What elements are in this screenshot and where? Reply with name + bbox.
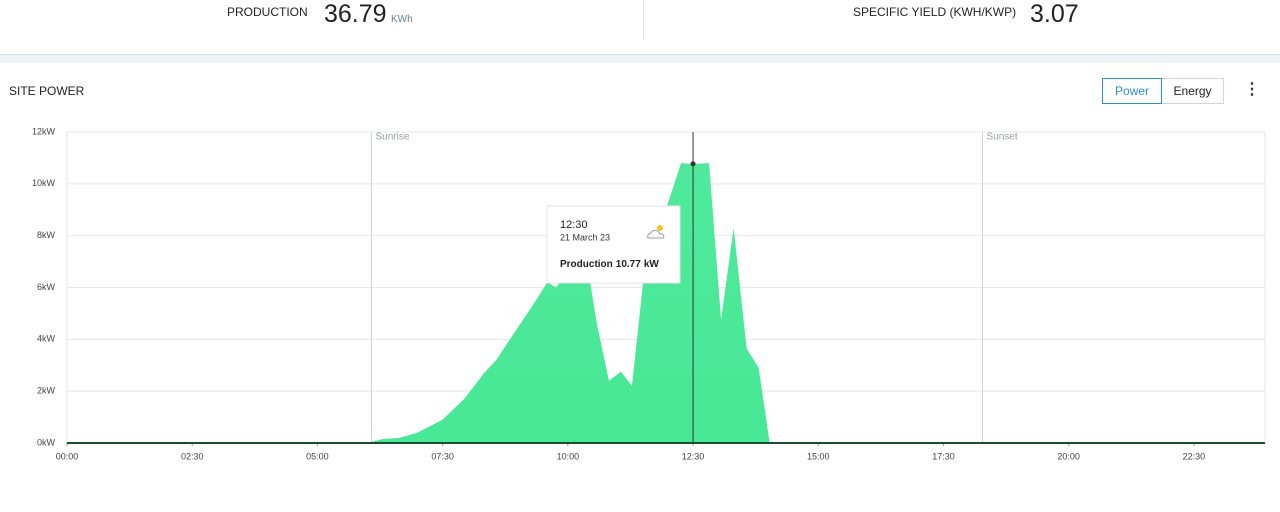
annotation-label: Sunset (987, 132, 1018, 143)
separator (0, 55, 1280, 63)
production-area (67, 163, 1265, 443)
tooltip-value: Production 10.77 kW (560, 259, 659, 270)
y-tick-label: 4kW (37, 334, 56, 344)
production-unit: KWh (391, 14, 413, 25)
panel-title: SITE POWER (9, 84, 85, 98)
tooltip-box (546, 205, 681, 284)
x-tick-label: 07:30 (431, 451, 454, 461)
tooltip-unit: kW (644, 259, 660, 270)
yield-value: 3.07 (1030, 0, 1079, 28)
yield-label: SPECIFIC YIELD (KWH/KWP) (853, 5, 1017, 19)
tooltip-number: 10.77 (616, 259, 641, 270)
x-tick-label: 02:30 (181, 451, 204, 461)
summary-header: PRODUCTION 36.79 KWh SPECIFIC YIELD (KWH… (0, 0, 1280, 55)
x-tick-label: 05:00 (306, 451, 329, 461)
y-tick-label: 6kW (37, 282, 56, 292)
annotation-label: Sunrise (376, 132, 410, 143)
tooltip-series: Production (560, 259, 613, 270)
tooltip-date: 21 March 23 (560, 232, 610, 242)
y-tick-label: 0kW (37, 437, 56, 447)
x-tick-label: 20:00 (1057, 451, 1080, 461)
cloud-icon (647, 229, 665, 239)
y-tick-label: 2kW (37, 386, 56, 396)
tooltip-time: 12:30 (560, 219, 588, 231)
sun-icon (657, 225, 663, 231)
hover-point (690, 161, 696, 167)
x-tick-label: 10:00 (557, 451, 580, 461)
x-tick-label: 00:00 (56, 451, 79, 461)
energy-tab[interactable]: Energy (1161, 78, 1224, 104)
y-tick-label: 12kW (32, 126, 56, 136)
production-value: 36.79 (324, 0, 387, 28)
x-tick-label: 22:30 (1183, 451, 1206, 461)
x-tick-label: 17:30 (932, 451, 955, 461)
power-tab[interactable]: Power (1102, 78, 1162, 104)
menu-button[interactable]: ⋮ (1244, 81, 1260, 98)
divider (643, 0, 644, 40)
production-label: PRODUCTION (227, 5, 308, 19)
y-tick-label: 10kW (32, 178, 56, 188)
y-tick-label: 8kW (37, 230, 56, 240)
x-tick-label: 15:00 (807, 451, 830, 461)
x-tick-label: 12:30 (682, 451, 705, 461)
